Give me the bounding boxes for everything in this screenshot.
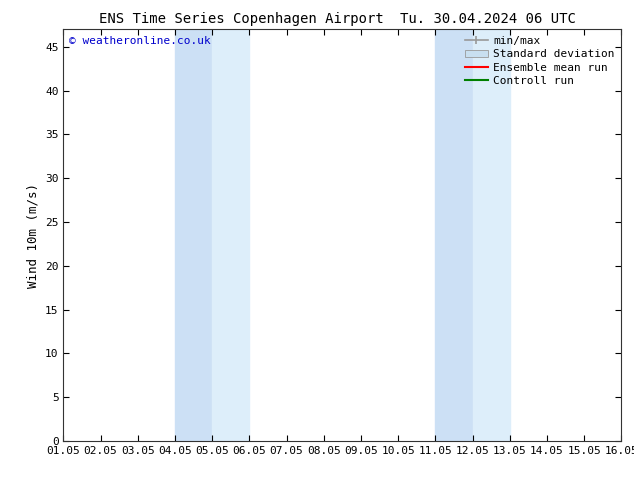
Text: Tu. 30.04.2024 06 UTC: Tu. 30.04.2024 06 UTC [400,12,576,26]
Bar [212,29,249,441]
Bar [175,29,212,441]
Bar [472,29,510,441]
Legend: min/max, Standard deviation, Ensemble mean run, Controll run: min/max, Standard deviation, Ensemble me… [461,32,619,91]
Text: ENS Time Series Copenhagen Airport: ENS Time Series Copenhagen Airport [98,12,384,26]
Text: © weatheronline.co.uk: © weatheronline.co.uk [69,36,210,46]
Y-axis label: Wind 10m (m/s): Wind 10m (m/s) [27,183,39,288]
Bar [436,29,472,441]
